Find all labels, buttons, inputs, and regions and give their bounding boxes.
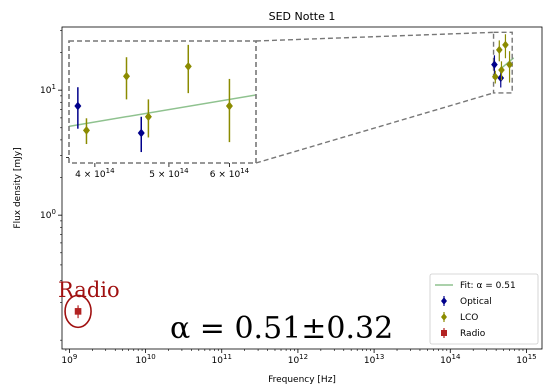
inset-x-tick-label: 4 × 1014 [75, 167, 115, 180]
chart-title: SED Notte 1 [269, 10, 336, 23]
inset-x-tick-label: 5 × 1014 [149, 167, 189, 180]
legend-box [429, 273, 539, 345]
inset-optical-point [74, 101, 82, 111]
y-axis-label: Flux density [mJy] [13, 147, 23, 228]
legend-radio-swatch [441, 330, 447, 336]
lco-point [495, 45, 503, 54]
inset-lco-point [82, 126, 90, 135]
lco-point [506, 60, 513, 69]
y-tick-label: 100 [40, 208, 56, 221]
inset-background [69, 41, 256, 163]
x-tick-label: 1011 [212, 353, 232, 366]
x-tick-label: 1012 [288, 353, 308, 366]
legend-entry-0: Fit: α = 0.51 [460, 281, 516, 291]
inset-optical-point [137, 128, 145, 138]
plot-frame [61, 26, 543, 350]
legend-entry-1: Optical [460, 297, 492, 307]
radio-circle [64, 294, 92, 329]
x-tick-label: 1010 [135, 353, 155, 366]
radio-annotation: Radio [58, 278, 120, 302]
inset-frame [68, 40, 257, 164]
optical-point [497, 73, 505, 83]
legend-optical-swatch [441, 297, 447, 305]
optical-point [491, 60, 498, 69]
lco-point [498, 65, 505, 75]
inset-lco-point [144, 112, 152, 122]
y-tick-label: 101 [40, 83, 56, 96]
x-axis-label: Frequency [Hz] [268, 375, 336, 385]
lco-point [502, 40, 509, 50]
zoom-connector-bottom [255, 92, 494, 164]
lco-point [491, 72, 499, 81]
legend-lco-swatch [441, 313, 447, 321]
legend-entry-2: LCO [460, 313, 478, 323]
inset-lco-point [184, 61, 192, 71]
inset-lco-point [225, 101, 233, 111]
zoom-connector-top [255, 31, 494, 42]
x-tick-label: 109 [61, 353, 77, 366]
x-tick-label: 1013 [364, 353, 384, 366]
inset-lco-point [123, 71, 131, 81]
x-tick-label: 1014 [440, 353, 461, 366]
x-tick-label: 1015 [516, 353, 536, 366]
inset-fit-line [68, 94, 257, 128]
fit-line [500, 57, 515, 70]
alpha-annotation: α = 0.51±0.32 [170, 311, 393, 346]
legend-entry-3: Radio [460, 329, 486, 339]
inset-x-tick-label: 6 × 1014 [210, 167, 250, 180]
radio-point [74, 308, 82, 315]
